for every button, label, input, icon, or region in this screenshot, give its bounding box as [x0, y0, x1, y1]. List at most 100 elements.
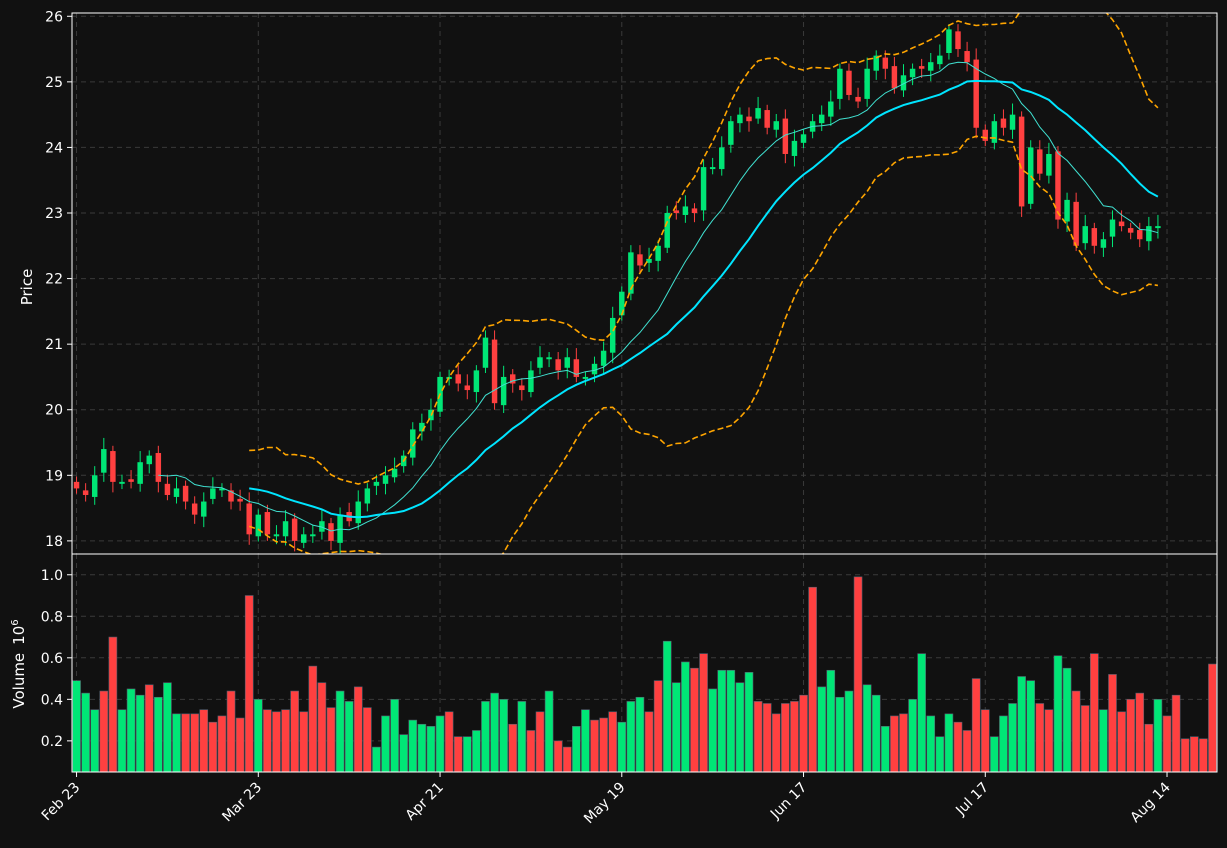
volume-bar-down: [1199, 738, 1208, 772]
volume-axis-label-text: Volume: [10, 653, 28, 709]
candle-up: [146, 455, 152, 465]
price-tick-label: 26: [45, 9, 63, 25]
candle-up: [546, 357, 552, 360]
volume-bar-down: [980, 709, 990, 772]
volume-bar-up: [426, 726, 436, 772]
candle-down: [1091, 228, 1098, 246]
volume-bar-up: [581, 709, 590, 772]
volume-bar-down: [1035, 703, 1045, 772]
volume-bar-up: [826, 669, 836, 772]
volume-bar-down: [217, 715, 227, 772]
candle-down: [691, 208, 698, 214]
volume-bar-down: [762, 703, 772, 772]
volume-bar-up: [662, 640, 672, 772]
volume-bar-down: [317, 682, 327, 772]
candle-down: [891, 66, 898, 89]
candle-up: [828, 101, 834, 117]
candle-down: [555, 359, 561, 371]
price-frame: [71, 12, 1218, 555]
candle-down: [510, 374, 516, 384]
candle-down: [955, 31, 961, 50]
volume-bar-up: [72, 680, 81, 772]
x-tick-label: Mar 23: [219, 780, 265, 826]
volume-bar-down: [1135, 692, 1145, 772]
candle-down: [164, 483, 171, 495]
volume-bar-down: [1117, 711, 1126, 772]
volume-bar-down: [971, 678, 981, 772]
candle-down: [764, 110, 770, 128]
volume-bar-up: [172, 713, 181, 772]
volume-bar-up: [163, 682, 172, 772]
candle-up: [709, 167, 716, 170]
candle-down: [1137, 230, 1143, 240]
candle-up: [419, 422, 425, 432]
candle-up: [1082, 226, 1088, 244]
candle-down: [573, 359, 580, 377]
volume-bar-up: [472, 730, 481, 772]
volume-bar-down: [363, 707, 372, 772]
candle-up: [119, 481, 125, 484]
candle-down: [155, 453, 162, 482]
volume-bar-up: [708, 688, 717, 772]
candle-down: [973, 59, 979, 128]
candle-up: [255, 514, 262, 537]
volume-bar-down: [226, 690, 236, 772]
volume-bar-down: [899, 713, 908, 772]
candle-up: [1027, 147, 1034, 204]
candle-down: [982, 129, 988, 141]
candle-down: [637, 254, 643, 266]
volume-bar-up: [871, 694, 881, 772]
volume-bar-up: [572, 726, 581, 772]
volume-bar-down: [553, 740, 563, 772]
volume-bar-up: [999, 715, 1008, 772]
candle-up: [682, 206, 689, 215]
price-tick-label: 19: [45, 468, 63, 484]
volume-bar-down: [508, 723, 518, 772]
candle-down: [1037, 149, 1043, 174]
volume-bar-down: [1208, 663, 1217, 772]
candle-up: [1100, 239, 1107, 248]
candle-up: [937, 55, 943, 65]
volume-bar-down: [181, 713, 190, 772]
volume-bar-up: [126, 688, 136, 772]
candle-up: [800, 134, 807, 143]
volume-bar-up: [117, 709, 127, 772]
volume-bar-up: [335, 690, 345, 772]
volume-bar-down: [308, 665, 318, 772]
volume-bar-up: [635, 696, 645, 772]
x-tick-label: Aug 14: [1127, 779, 1173, 825]
volume-tick-label: 0.8: [41, 609, 63, 625]
volume-bar-up: [926, 715, 936, 772]
volume-bar-up: [908, 699, 917, 772]
volume-axis-label-exponent-power: 6: [10, 619, 21, 625]
volume-bar-down: [808, 586, 817, 772]
candle-up: [528, 370, 534, 393]
candle-down: [191, 503, 198, 515]
candle-down: [182, 485, 189, 502]
volume-bar-up: [1153, 699, 1163, 772]
candle-up: [991, 121, 998, 143]
moving-average-long-line: [249, 79, 1159, 519]
price-tick-label: 20: [45, 403, 63, 419]
volume-bar-down: [299, 711, 309, 772]
candle-up: [537, 357, 543, 368]
volume-bar-down: [790, 701, 799, 772]
volume-bar-down: [108, 636, 118, 772]
volume-axis-label-exponent: 10: [10, 626, 28, 645]
candle-down: [128, 479, 134, 482]
volume-bar-down: [962, 730, 972, 772]
volume-bar-down: [244, 595, 254, 772]
volume-bar-down: [263, 709, 272, 772]
candle-down: [491, 339, 498, 404]
candle-up: [900, 75, 907, 91]
candle-down: [519, 385, 525, 391]
volume-bars: [72, 576, 1217, 772]
volume-bar-down: [1044, 709, 1054, 772]
volume-bar-up: [944, 713, 954, 772]
candle-up: [391, 468, 398, 478]
candle-up: [1046, 153, 1052, 176]
volume-bar-down: [99, 690, 109, 772]
volume-bar-down: [1189, 736, 1199, 772]
volume-bar-down: [1162, 715, 1172, 772]
